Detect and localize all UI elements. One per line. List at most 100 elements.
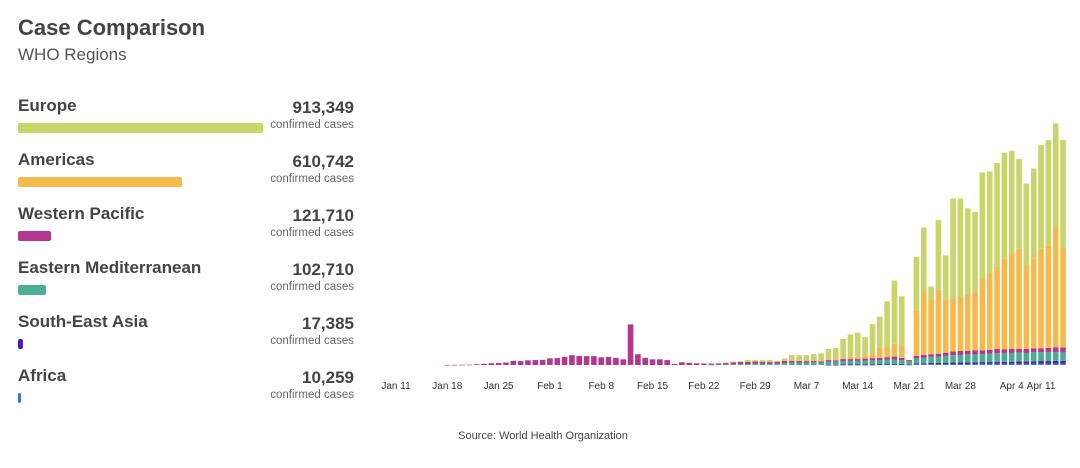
bar-segment-africa xyxy=(1016,363,1022,365)
bar-segment-africa xyxy=(906,364,912,366)
bar-segment-eastern-mediterranean xyxy=(745,364,751,365)
bar-segment-western-pacific xyxy=(679,362,685,365)
bar-segment-americas xyxy=(796,360,802,361)
bar-segment-europe xyxy=(803,355,810,361)
bar-segment-western-pacific xyxy=(466,364,473,366)
region-bar xyxy=(18,177,182,187)
bar-segment-americas xyxy=(752,361,758,362)
region-bar xyxy=(18,393,21,403)
bar-segment-western-pacific xyxy=(642,357,649,365)
bar-segment-eastern-mediterranean xyxy=(752,363,758,365)
bar-segment-eastern-mediterranean xyxy=(898,360,905,365)
region-count: 913,349 xyxy=(292,98,354,117)
bar-segment-western-pacific xyxy=(745,361,751,365)
bar-segment-western-pacific xyxy=(928,354,934,357)
bar-segment-americas xyxy=(1052,227,1059,348)
bar-segment-eastern-mediterranean xyxy=(972,354,978,363)
bar-segment-south-east-asia xyxy=(906,364,912,365)
bar-segment-europe xyxy=(825,349,832,360)
bar-segment-south-east-asia xyxy=(979,362,986,364)
bar-segment-south-east-asia xyxy=(825,364,832,366)
bar-segment-europe xyxy=(745,359,751,362)
bar-segment-africa xyxy=(964,364,971,365)
bar-segment-western-pacific xyxy=(1038,348,1044,353)
x-tick-label: Jan 18 xyxy=(432,381,462,392)
bar-segment-south-east-asia xyxy=(950,362,956,365)
bar-segment-south-east-asia xyxy=(935,363,942,365)
bar-segment-eastern-mediterranean xyxy=(833,361,839,365)
bar-layer xyxy=(444,123,1066,366)
bar-segment-western-pacific xyxy=(767,361,773,364)
bar-segment-eastern-mediterranean xyxy=(964,354,971,363)
bar-segment-americas xyxy=(869,353,876,359)
bar-segment-europe xyxy=(1060,139,1066,248)
bar-segment-europe xyxy=(994,163,1000,267)
bar-segment-western-pacific xyxy=(715,363,722,365)
bar-segment-western-pacific xyxy=(803,361,810,363)
bar-segment-europe xyxy=(898,296,905,346)
bar-segment-americas xyxy=(994,266,1000,350)
bar-segment-western-pacific xyxy=(598,357,605,365)
bar-segment-south-east-asia xyxy=(928,363,934,365)
bar-segment-eastern-mediterranean xyxy=(730,364,736,365)
bar-segment-americas xyxy=(1030,258,1037,349)
bar-segment-eastern-mediterranean xyxy=(942,355,949,363)
bar-segment-western-pacific xyxy=(576,355,583,365)
bar-segment-europe xyxy=(913,256,920,311)
bar-segment-europe xyxy=(833,348,839,360)
page-title: Case Comparison xyxy=(18,15,206,40)
bar-segment-europe xyxy=(964,208,971,294)
x-tick-label: Feb 22 xyxy=(688,381,720,392)
x-tick-label: Jan 11 xyxy=(381,381,411,392)
bar-segment-americas xyxy=(840,357,846,360)
bar-segment-americas xyxy=(891,343,898,357)
region-row-eastern-mediterranean: Eastern Mediterranean 102,710 confirmed … xyxy=(18,258,354,317)
bar-segment-europe xyxy=(979,172,986,279)
region-name: Americas xyxy=(18,150,95,169)
bar-segment-americas xyxy=(884,347,890,358)
bar-segment-south-east-asia xyxy=(840,364,846,366)
bar-segment-europe xyxy=(752,360,758,362)
bar-segment-eastern-mediterranean xyxy=(869,360,876,365)
bar-segment-eastern-mediterranean xyxy=(862,360,868,365)
bar-segment-eastern-mediterranean xyxy=(723,364,729,366)
bar-segment-western-pacific xyxy=(451,364,458,366)
bar-segment-eastern-mediterranean xyxy=(847,360,854,365)
bar-segment-south-east-asia xyxy=(1001,361,1008,364)
x-tick-label: Apr 11 xyxy=(1027,381,1056,392)
bar-segment-western-pacific xyxy=(459,364,465,366)
bar-segment-western-pacific xyxy=(884,357,890,360)
bar-segment-europe xyxy=(1030,168,1037,259)
bar-segment-eastern-mediterranean xyxy=(1016,352,1022,362)
bar-segment-africa xyxy=(1052,363,1059,365)
bar-segment-western-pacific xyxy=(825,360,832,362)
bar-segment-western-pacific xyxy=(635,354,641,365)
bar-segment-western-pacific xyxy=(898,357,905,361)
bar-segment-eastern-mediterranean xyxy=(1001,352,1008,362)
bar-segment-europe xyxy=(920,227,927,292)
x-tick-label: Feb 1 xyxy=(537,381,563,392)
bar-segment-south-east-asia xyxy=(913,363,920,365)
bar-segment-south-east-asia xyxy=(898,364,905,365)
bar-segment-eastern-mediterranean xyxy=(876,360,883,365)
source-note: Source: World Health Organization xyxy=(458,430,628,442)
bar-segment-africa xyxy=(935,364,942,365)
bar-segment-western-pacific xyxy=(649,359,656,365)
bar-segment-south-east-asia xyxy=(1030,361,1037,364)
bar-segment-western-pacific xyxy=(723,363,729,365)
bar-segment-western-pacific xyxy=(774,361,780,364)
bar-segment-europe xyxy=(796,355,802,361)
bar-segment-africa xyxy=(876,364,883,366)
bar-segment-americas xyxy=(935,289,942,354)
bar-segment-western-pacific xyxy=(525,360,531,365)
bar-segment-western-pacific xyxy=(554,358,561,365)
bar-segment-eastern-mediterranean xyxy=(854,360,861,365)
bar-segment-eastern-mediterranean xyxy=(774,363,780,365)
bar-segment-western-pacific xyxy=(1052,347,1059,352)
bar-segment-europe xyxy=(862,337,868,356)
bar-segment-western-pacific xyxy=(539,359,546,365)
bar-segment-western-pacific xyxy=(847,359,854,361)
bar-segment-americas xyxy=(928,299,934,355)
bar-segment-europe xyxy=(1045,140,1052,246)
